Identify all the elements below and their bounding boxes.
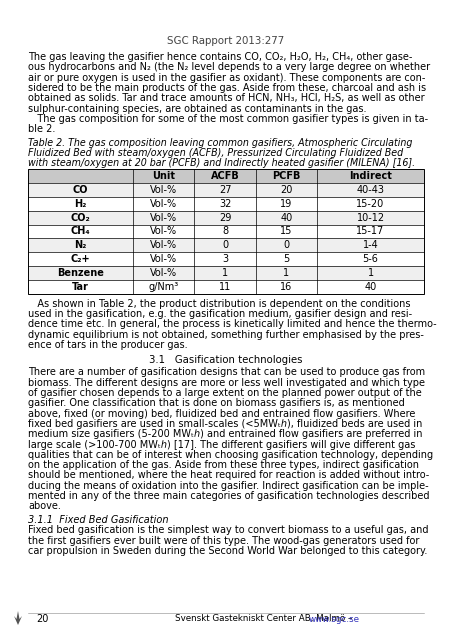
Text: 40: 40	[364, 282, 376, 292]
Text: 11: 11	[218, 282, 230, 292]
Text: SGC Rapport 2013:277: SGC Rapport 2013:277	[167, 36, 284, 46]
Text: 15-17: 15-17	[356, 227, 384, 237]
Text: 5: 5	[283, 254, 289, 264]
Text: The gas composition for some of the most common gasifier types is given in ta-: The gas composition for some of the most…	[28, 114, 427, 124]
Text: Svenskt Gastekniskt Center AB, Malmö –: Svenskt Gastekniskt Center AB, Malmö –	[175, 614, 354, 623]
Text: above.: above.	[28, 501, 61, 511]
Text: fixed bed gasifiers are used in small-scales (<5MWₜℎ), fluidized beds are used i: fixed bed gasifiers are used in small-sc…	[28, 419, 421, 429]
Bar	[28, 211, 423, 225]
Text: 16: 16	[280, 282, 292, 292]
Text: 1-4: 1-4	[362, 240, 377, 250]
Text: obtained as solids. Tar and trace amounts of HCN, NH₃, HCl, H₂S, as well as othe: obtained as solids. Tar and trace amount…	[28, 93, 423, 103]
Bar	[28, 280, 423, 294]
Text: Indirect: Indirect	[348, 172, 391, 181]
Text: As shown in Table 2, the product distribution is dependent on the conditions: As shown in Table 2, the product distrib…	[28, 299, 410, 308]
Text: of gasifier chosen depends to a large extent on the planned power output of the: of gasifier chosen depends to a large ex…	[28, 388, 421, 398]
Text: CO₂: CO₂	[70, 212, 90, 223]
Bar	[28, 252, 423, 266]
Text: 40: 40	[280, 212, 292, 223]
Text: Fluidized Bed with steam/oxygen (ACFB), Pressurized Circulating Fluidized Bed: Fluidized Bed with steam/oxygen (ACFB), …	[28, 148, 402, 158]
Text: 3.1.1  Fixed Bed Gasification: 3.1.1 Fixed Bed Gasification	[28, 515, 168, 525]
Bar	[28, 170, 423, 183]
Text: Vol-%: Vol-%	[150, 199, 177, 209]
Bar	[28, 225, 423, 238]
Text: Vol-%: Vol-%	[150, 254, 177, 264]
Text: N₂: N₂	[74, 240, 87, 250]
Text: 0: 0	[221, 240, 228, 250]
Bar	[28, 238, 423, 252]
Text: qualities that can be of interest when choosing gasification technology, dependi: qualities that can be of interest when c…	[28, 450, 432, 460]
Text: 8: 8	[221, 227, 228, 237]
Text: sidered to be the main products of the gas. Aside from these, charcoal and ash i: sidered to be the main products of the g…	[28, 83, 425, 93]
Bar	[28, 266, 423, 280]
Text: gasifier. One classification that is done on biomass gasifiers is, as mentioned: gasifier. One classification that is don…	[28, 398, 404, 408]
Text: ble 2.: ble 2.	[28, 124, 55, 134]
Text: 3.1   Gasification technologies: 3.1 Gasification technologies	[149, 355, 302, 365]
Text: ous hydrocarbons and N₂ (the N₂ level depends to a very large degree on whether: ous hydrocarbons and N₂ (the N₂ level de…	[28, 62, 429, 72]
Text: Vol-%: Vol-%	[150, 185, 177, 195]
Text: ducing the means of oxidation into the gasifier. Indirect gasification can be im: ducing the means of oxidation into the g…	[28, 481, 428, 491]
Text: C₂+: C₂+	[70, 254, 90, 264]
Text: on the application of the gas. Aside from these three types, indirect gasificati: on the application of the gas. Aside fro…	[28, 460, 418, 470]
Text: car propulsion in Sweden during the Second World War belonged to this category.: car propulsion in Sweden during the Seco…	[28, 546, 427, 556]
Text: 32: 32	[218, 199, 230, 209]
Polygon shape	[14, 611, 22, 625]
Text: 20: 20	[280, 185, 292, 195]
Bar	[28, 197, 423, 211]
Text: biomass. The different designs are more or less well investigated and which type: biomass. The different designs are more …	[28, 378, 424, 388]
Text: There are a number of gasification designs that can be used to produce gas from: There are a number of gasification desig…	[28, 367, 424, 378]
Text: www.sgc.se: www.sgc.se	[308, 614, 359, 623]
Text: 15: 15	[280, 227, 292, 237]
Text: above, fixed (or moving) bed, fluidized bed and entrained flow gasifiers. Where: above, fixed (or moving) bed, fluidized …	[28, 408, 414, 419]
Text: 1: 1	[367, 268, 373, 278]
Text: 15-20: 15-20	[356, 199, 384, 209]
Text: large scale (>100-700 MWₜℎ) [17]. The different gasifiers will give different ga: large scale (>100-700 MWₜℎ) [17]. The di…	[28, 440, 414, 449]
Text: dence time etc. In general, the process is kinetically limited and hence the the: dence time etc. In general, the process …	[28, 319, 436, 329]
Text: Vol-%: Vol-%	[150, 240, 177, 250]
Text: the first gasifiers ever built were of this type. The wood-gas generators used f: the first gasifiers ever built were of t…	[28, 536, 419, 546]
Text: Vol-%: Vol-%	[150, 268, 177, 278]
Text: dynamic equilibrium is not obtained, something further emphasised by the pres-: dynamic equilibrium is not obtained, som…	[28, 330, 423, 339]
Text: 27: 27	[218, 185, 231, 195]
Text: g/Nm³: g/Nm³	[148, 282, 178, 292]
Text: Tar: Tar	[72, 282, 89, 292]
Text: The gas leaving the gasifier hence contains CO, CO₂, H₂O, H₂, CH₄, other gase-: The gas leaving the gasifier hence conta…	[28, 52, 411, 62]
Text: ACFB: ACFB	[210, 172, 239, 181]
Text: Fixed bed gasification is the simplest way to convert biomass to a useful gas, a: Fixed bed gasification is the simplest w…	[28, 525, 428, 536]
Text: PCFB: PCFB	[272, 172, 300, 181]
Text: should be mentioned, where the heat required for reaction is added without intro: should be mentioned, where the heat requ…	[28, 470, 428, 481]
Bar	[28, 170, 423, 294]
Text: 3: 3	[221, 254, 228, 264]
Text: 5-6: 5-6	[362, 254, 377, 264]
Text: Unit: Unit	[152, 172, 175, 181]
Text: 1: 1	[221, 268, 228, 278]
Text: 40-43: 40-43	[356, 185, 384, 195]
Text: ence of tars in the producer gas.: ence of tars in the producer gas.	[28, 340, 187, 350]
Text: medium size gasifiers (5-200 MWₜℎ) and entrained flow gasifiers are preferred in: medium size gasifiers (5-200 MWₜℎ) and e…	[28, 429, 422, 439]
Text: CO: CO	[73, 185, 88, 195]
Text: CH₄: CH₄	[70, 227, 90, 237]
Text: H₂: H₂	[74, 199, 87, 209]
Text: used in the gasification, e.g. the gasification medium, gasifier design and resi: used in the gasification, e.g. the gasif…	[28, 309, 411, 319]
Text: mented in any of the three main categories of gasification technologies describe: mented in any of the three main categori…	[28, 491, 428, 501]
Text: 19: 19	[280, 199, 292, 209]
Text: air or pure oxygen is used in the gasifier as oxidant). These components are con: air or pure oxygen is used in the gasifi…	[28, 72, 424, 83]
Text: sulphur-containing species, are obtained as contaminants in the gas.: sulphur-containing species, are obtained…	[28, 104, 366, 113]
Text: Vol-%: Vol-%	[150, 227, 177, 237]
Text: with steam/oxygen at 20 bar (PCFB) and Indirectly heated gasifier (MILENA) [16].: with steam/oxygen at 20 bar (PCFB) and I…	[28, 158, 414, 168]
Text: Vol-%: Vol-%	[150, 212, 177, 223]
Text: Table 2. The gas composition leaving common gasifiers, Atmospheric Circulating: Table 2. The gas composition leaving com…	[28, 138, 411, 148]
Text: 20: 20	[36, 614, 48, 624]
Bar	[28, 183, 423, 197]
Text: 0: 0	[283, 240, 289, 250]
Text: 10-12: 10-12	[356, 212, 384, 223]
Text: 1: 1	[283, 268, 289, 278]
Text: 29: 29	[218, 212, 230, 223]
Text: Benzene: Benzene	[57, 268, 104, 278]
